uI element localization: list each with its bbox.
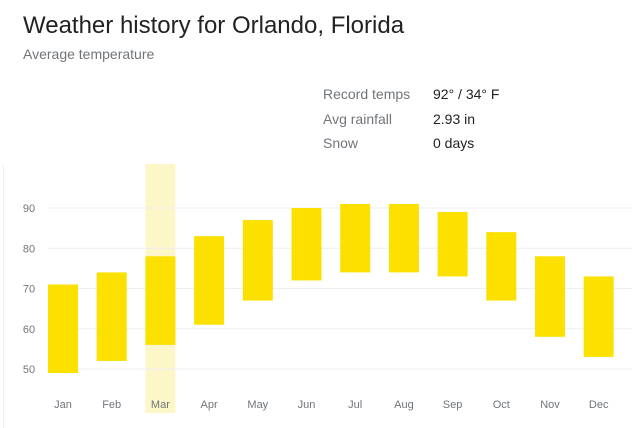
stat-label: Avg rainfall bbox=[323, 110, 393, 127]
x-tick-label[interactable]: Jul bbox=[348, 399, 362, 411]
bar-sep bbox=[437, 212, 468, 277]
x-tick-label[interactable]: Nov bbox=[540, 399, 560, 411]
stat-value: 92° / 34° F bbox=[433, 86, 500, 102]
stat-row: Record temps 92° / 34° F bbox=[323, 82, 499, 107]
x-tick-label[interactable]: Aug bbox=[394, 399, 414, 411]
bar-may bbox=[242, 220, 273, 301]
x-tick-label[interactable]: Jun bbox=[298, 399, 316, 411]
bar-mar bbox=[145, 256, 176, 345]
x-tick-label[interactable]: May bbox=[247, 399, 268, 411]
x-tick-label[interactable]: Apr bbox=[201, 399, 218, 411]
y-tick-label: 80 bbox=[23, 243, 35, 255]
subtitle: Average temperature bbox=[23, 46, 155, 62]
page-title: Weather history for Orlando, Florida bbox=[23, 12, 405, 39]
x-tick-label[interactable]: Sep bbox=[443, 399, 463, 411]
divider bbox=[3, 165, 4, 428]
bar-apr bbox=[194, 236, 225, 325]
x-tick-label[interactable]: Feb bbox=[102, 399, 121, 411]
y-tick-label: 50 bbox=[23, 364, 35, 376]
stat-row: Avg rainfall 2.93 in bbox=[323, 107, 499, 132]
x-tick-label[interactable]: Mar bbox=[151, 399, 170, 411]
bar-feb bbox=[96, 272, 127, 361]
x-tick-label[interactable]: Dec bbox=[589, 399, 609, 411]
x-tick-label[interactable]: Jan bbox=[54, 399, 72, 411]
stat-row: Snow 0 days bbox=[323, 131, 499, 156]
stats-table: Record temps 92° / 34° F Avg rainfall 2.93… bbox=[323, 82, 499, 156]
bar-jun bbox=[291, 208, 322, 281]
bar-oct bbox=[486, 232, 517, 301]
stat-value: 0 days bbox=[433, 135, 475, 151]
bar-dec bbox=[583, 276, 614, 357]
bar-aug bbox=[388, 203, 419, 273]
bar-nov bbox=[535, 256, 565, 337]
y-tick-label: 90 bbox=[23, 203, 35, 215]
x-tick-label[interactable]: Oct bbox=[493, 399, 510, 411]
stat-label: Record temps bbox=[323, 86, 411, 102]
bar-jan bbox=[48, 284, 78, 374]
stat-value: 2.93 in bbox=[433, 110, 476, 127]
y-tick-label: 60 bbox=[23, 324, 35, 336]
bar-jul bbox=[340, 203, 371, 273]
y-tick-label: 70 bbox=[23, 284, 35, 296]
stat-label: Snow bbox=[323, 135, 359, 151]
